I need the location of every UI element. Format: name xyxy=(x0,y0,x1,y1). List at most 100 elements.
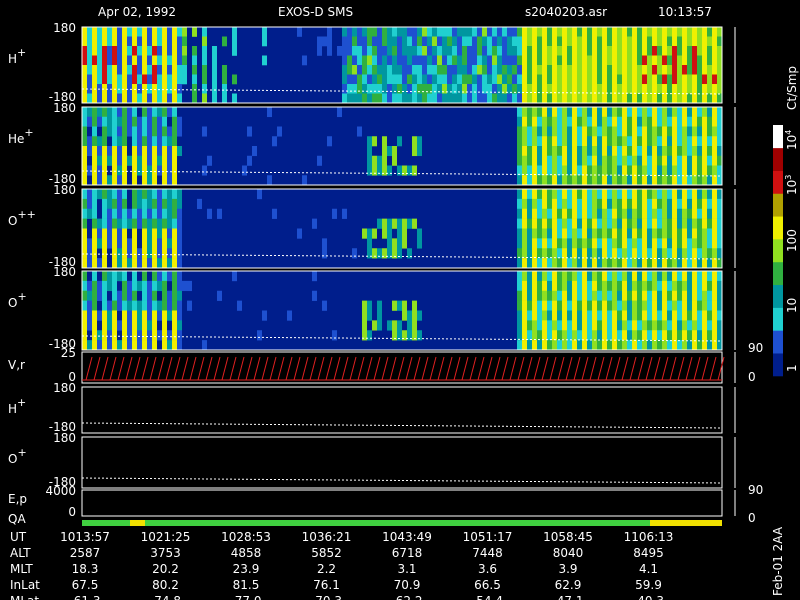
spectrogram-cell xyxy=(627,146,632,157)
spectrogram-cell xyxy=(632,55,637,66)
spectrogram-cell xyxy=(172,238,177,249)
spectrogram-cell xyxy=(687,271,692,282)
spectrogram-cell xyxy=(122,271,127,282)
spectrogram-cell xyxy=(167,126,172,137)
spectrogram-cell xyxy=(662,175,667,186)
spectrogram-cell xyxy=(687,208,692,219)
spectrogram-cell xyxy=(532,198,537,210)
spectrogram-cell xyxy=(672,116,677,127)
spectrogram-cell xyxy=(407,46,412,56)
spectrogram-cell xyxy=(137,84,142,94)
spectrogram-cell xyxy=(177,55,182,66)
spectrogram-cell xyxy=(612,107,617,118)
spectrogram-cell xyxy=(172,84,177,94)
spectrogram-cell xyxy=(532,228,537,239)
spectrogram-cell xyxy=(712,300,717,311)
spectrogram-cell xyxy=(647,165,652,176)
spectrogram-cell xyxy=(122,310,127,321)
spectrogram-cell xyxy=(552,258,557,269)
spectrogram-cell xyxy=(162,27,167,37)
spectrogram-cell xyxy=(612,146,617,157)
spectrogram-cell xyxy=(212,55,217,66)
spectrogram-cell xyxy=(492,46,497,56)
spectrogram-cell xyxy=(637,136,642,147)
spectrogram-cell xyxy=(697,55,702,66)
spectrogram-cell xyxy=(582,126,587,137)
spectrogram-cell xyxy=(597,280,602,292)
spectrogram-cell xyxy=(557,320,562,331)
spectrogram-cell xyxy=(547,155,552,166)
spectrogram-cell xyxy=(552,146,557,157)
row-value: 7448 xyxy=(472,546,503,560)
spectrogram-cell xyxy=(377,310,382,321)
spectrogram-cell xyxy=(482,84,487,94)
spectrogram-cell xyxy=(577,238,582,249)
spectrogram-cell xyxy=(542,46,547,56)
spectrogram-cell xyxy=(667,27,672,37)
spectrogram-cell xyxy=(482,46,487,56)
spectrogram-cell xyxy=(612,126,617,137)
spectrogram-cell xyxy=(707,155,712,166)
spectrogram-cell xyxy=(542,258,547,269)
spectrogram-cell xyxy=(462,36,467,47)
spectrogram-cell xyxy=(557,258,562,269)
spectrogram-cell xyxy=(152,93,157,104)
spectrogram-cell xyxy=(532,175,537,186)
spectrogram-cell xyxy=(647,271,652,282)
spectrogram-cell xyxy=(627,74,632,85)
spectrogram-cell xyxy=(152,198,157,210)
spectrogram-cell xyxy=(632,271,637,282)
spectrogram-cell xyxy=(97,107,102,118)
y-tick-label: 25 xyxy=(61,346,76,360)
spectrogram-cell xyxy=(117,208,122,219)
spectrogram-cell xyxy=(662,280,667,292)
spectrogram-cell xyxy=(82,175,87,186)
spectrogram-cell xyxy=(597,228,602,239)
spectrogram-cell xyxy=(702,208,707,219)
spectrogram-cell xyxy=(112,248,117,259)
spectrogram-cell xyxy=(567,65,572,75)
spectrogram-cell xyxy=(517,136,522,147)
spectrogram-cell xyxy=(117,218,122,229)
spectrogram-cell xyxy=(572,126,577,137)
spectrogram-cell xyxy=(532,340,537,351)
spectrogram-cell xyxy=(412,36,417,47)
spectrogram-cell xyxy=(132,155,137,166)
spectrogram-cell xyxy=(607,189,612,200)
spectrogram-cell xyxy=(427,74,432,85)
spectrogram-cell xyxy=(552,198,557,210)
row-value: 3.1 xyxy=(397,562,416,576)
spectrogram-cell xyxy=(142,228,147,239)
spectrogram-cell xyxy=(522,310,527,321)
spectrogram-cell xyxy=(682,46,687,56)
spectrogram-cell xyxy=(582,218,587,229)
spectrogram-cell xyxy=(612,280,617,292)
spectrogram-cell xyxy=(112,165,117,176)
spectrogram-cell xyxy=(672,300,677,311)
spectrogram-cell xyxy=(132,310,137,321)
spectrogram-cell xyxy=(617,290,622,301)
spectrogram-cell xyxy=(672,175,677,186)
spectrogram-cell xyxy=(627,271,632,282)
spectrogram-cell xyxy=(537,126,542,137)
spectrogram-cell xyxy=(552,74,557,85)
spectrogram-cell xyxy=(562,228,567,239)
spectrogram-cell xyxy=(167,74,172,85)
spectrogram-cell xyxy=(712,271,717,282)
spectrogram-cell xyxy=(157,218,162,229)
spectrogram-cell xyxy=(542,310,547,321)
spectrogram-cell xyxy=(617,189,622,200)
spectrogram-cell xyxy=(607,84,612,94)
spectrogram-cell xyxy=(262,55,267,66)
spectrogram-cell xyxy=(552,290,557,301)
spectrogram-cell xyxy=(492,27,497,37)
spectrogram-cell xyxy=(122,175,127,186)
spectrogram-cell xyxy=(517,84,522,94)
spectrogram-cell xyxy=(502,74,507,85)
spectrogram-cell xyxy=(652,65,657,75)
spectrogram-cell xyxy=(587,258,592,269)
spectrogram-cell xyxy=(162,340,167,351)
spectrogram-cell xyxy=(567,310,572,321)
